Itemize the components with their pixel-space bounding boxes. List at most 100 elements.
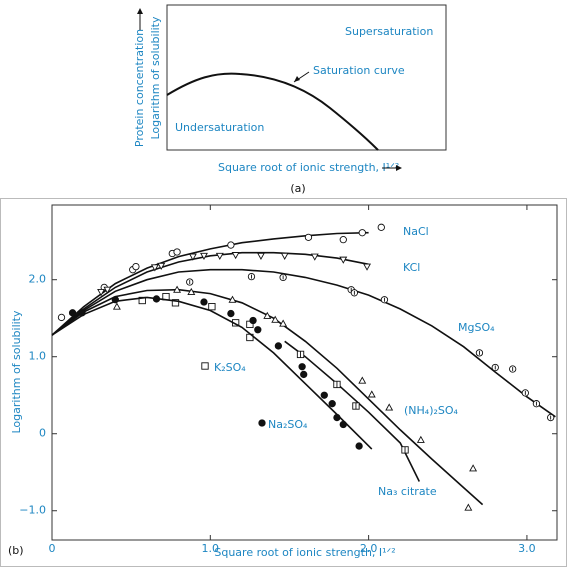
point — [333, 413, 341, 422]
marker-shape — [271, 315, 280, 323]
marker-shape — [300, 370, 308, 379]
point — [310, 253, 319, 261]
point — [187, 287, 196, 296]
point — [328, 400, 336, 408]
point — [200, 252, 208, 260]
point — [274, 342, 283, 350]
marker-shape — [310, 253, 319, 261]
x-tick-label: 0 — [49, 542, 56, 555]
arrow-head — [294, 76, 300, 82]
point — [339, 420, 347, 429]
marker-shape — [152, 295, 161, 303]
panel-a-frame — [166, 4, 447, 151]
point — [112, 302, 121, 310]
point — [103, 286, 112, 294]
marker-shape — [363, 263, 371, 271]
marker-shape — [173, 285, 182, 293]
point — [249, 316, 257, 325]
marker-shape — [227, 241, 235, 249]
point — [215, 252, 224, 260]
marker-shape — [333, 413, 341, 422]
y-tick-label: −1.0 — [19, 504, 46, 517]
point — [521, 389, 529, 397]
saturation-curve — [166, 72, 379, 151]
point — [509, 365, 517, 373]
y-tick-label: 0 — [39, 427, 46, 440]
point — [320, 391, 328, 399]
marker-shape — [339, 256, 348, 264]
panel-a: Supersaturation Saturation curve Undersa… — [133, 4, 447, 195]
fit-curve — [51, 268, 556, 418]
point — [227, 241, 235, 249]
series-label: K₂SO₄ — [214, 361, 246, 374]
marker-shape — [385, 403, 394, 411]
series-label: KCl — [403, 261, 420, 274]
legend-marker — [258, 419, 266, 427]
marker-shape — [231, 252, 240, 260]
panel-label: (a) — [290, 182, 305, 195]
series-label: (NH₄)₂SO₄ — [404, 404, 459, 417]
point — [339, 236, 347, 244]
point — [298, 363, 306, 371]
point — [377, 223, 385, 231]
marker-shape — [103, 286, 112, 294]
marker-shape — [355, 442, 363, 450]
marker-shape — [171, 299, 180, 307]
point — [280, 252, 289, 260]
y-axis-label: Logarithm of solubility — [149, 16, 162, 140]
marker-shape — [339, 420, 347, 429]
marker-shape — [328, 400, 336, 408]
point — [97, 289, 106, 297]
marker-shape — [339, 236, 347, 244]
marker-shape — [68, 309, 77, 317]
point — [547, 413, 555, 422]
fit-curve — [51, 288, 484, 506]
marker-shape — [157, 262, 166, 270]
point — [475, 349, 484, 357]
point — [358, 376, 367, 384]
point — [464, 503, 473, 511]
arrow-head — [396, 165, 402, 171]
x-axis-label: Square root of ionic strength, I¹ᐟ² — [214, 546, 395, 559]
point — [333, 380, 341, 389]
fit-curve — [51, 231, 369, 336]
series-label: MgSO₄ — [458, 321, 495, 334]
series-label: Na₃ citrate — [378, 485, 437, 498]
marker-shape — [464, 503, 473, 511]
marker-shape — [227, 309, 235, 318]
point — [228, 295, 237, 303]
point — [188, 253, 197, 261]
marker-shape — [279, 319, 288, 327]
point — [263, 311, 272, 319]
marker-shape — [280, 252, 289, 260]
marker-shape — [254, 326, 262, 334]
fit-curve — [284, 340, 421, 482]
marker-shape — [215, 252, 224, 260]
point — [132, 262, 140, 271]
point — [254, 326, 262, 334]
marker-shape — [173, 248, 181, 256]
point — [491, 363, 499, 372]
plot-frame — [51, 204, 558, 541]
point — [279, 319, 288, 327]
point — [304, 233, 313, 241]
point — [416, 435, 425, 443]
point — [171, 299, 180, 307]
panel-label: (b) — [8, 544, 24, 557]
x-axis-label: Square root of ionic strength, I¹ᐟ² — [218, 161, 399, 174]
marker-shape — [298, 363, 306, 371]
marker-shape — [258, 419, 266, 427]
series-label: Na₂SO₄ — [268, 418, 308, 431]
point — [200, 298, 208, 306]
marker-shape — [200, 298, 208, 306]
point — [150, 264, 159, 272]
point — [257, 252, 265, 260]
point — [532, 400, 541, 408]
marker-shape — [257, 252, 265, 260]
point — [152, 295, 161, 303]
point — [271, 315, 280, 323]
y-axis-label: Protein concentration — [133, 29, 146, 147]
arrow-head — [137, 8, 143, 14]
y-tick-label: 1.0 — [29, 350, 47, 363]
point — [367, 390, 376, 398]
